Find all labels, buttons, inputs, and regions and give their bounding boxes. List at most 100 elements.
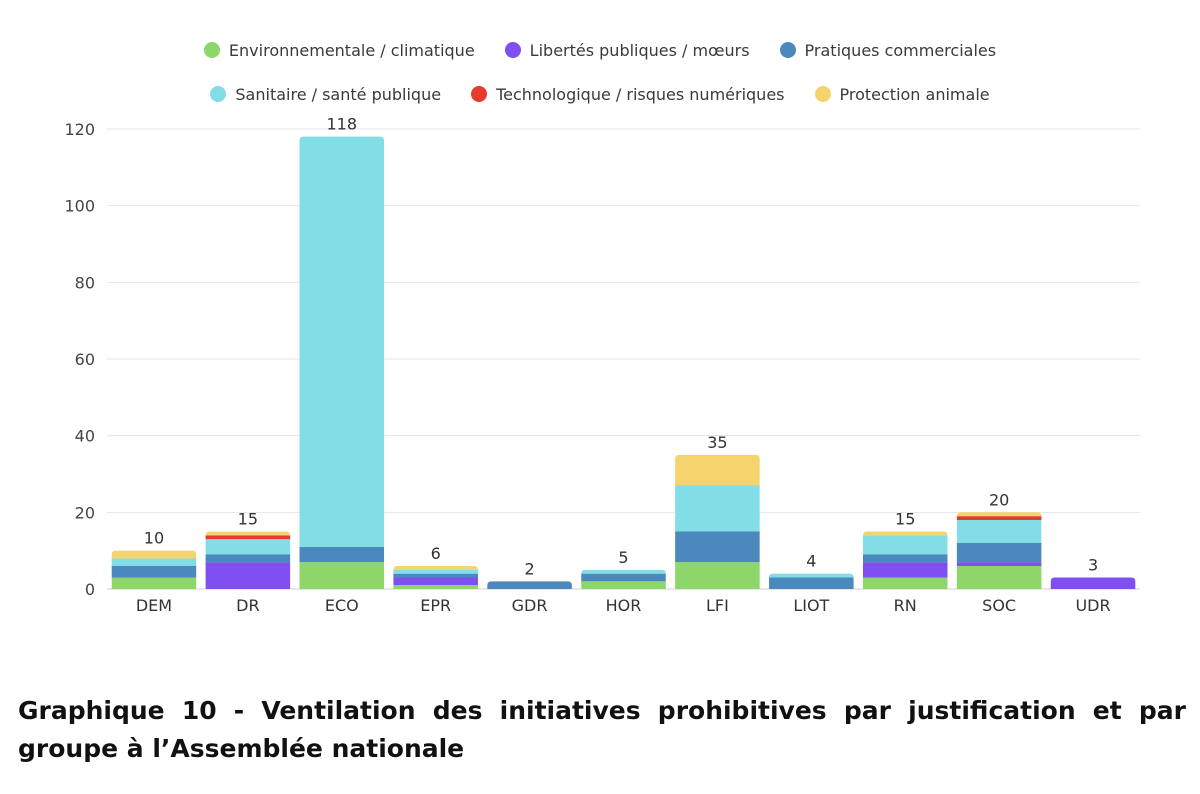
x-tick-label-lfi: LFI xyxy=(706,596,729,615)
y-tick-label-0: 0 xyxy=(85,580,95,599)
figure-caption: Graphique 10 - Ventilation des initiativ… xyxy=(18,696,1186,763)
bar-segment-epr-2 xyxy=(393,573,478,578)
legend-label-libertes: Libertés publiques / mœurs xyxy=(529,40,750,60)
bar-segment-dr-1 xyxy=(205,562,291,589)
y-tick-label-20: 20 xyxy=(75,503,95,522)
bar-segment-liot-3 xyxy=(769,573,854,578)
bar-segment-eco-0 xyxy=(299,562,385,589)
y-tick-label-60: 60 xyxy=(75,350,95,369)
x-tick-label-hor: HOR xyxy=(606,596,642,615)
legend-label-pratiques: Pratiques commerciales xyxy=(804,40,997,60)
bar-segment-dem-2 xyxy=(111,566,197,578)
bar-stack-rn xyxy=(862,531,948,589)
legend-item-environnementale: Environnementale / climatique xyxy=(203,40,475,60)
legend-swatch-technologique xyxy=(471,86,488,102)
bar-segment-hor-3 xyxy=(581,569,666,574)
bar-stack-gdr xyxy=(487,581,572,589)
bar-segment-epr-3 xyxy=(393,569,478,574)
bar-segment-soc-5 xyxy=(956,512,1042,517)
x-axis-tick-labels: DEM DR ECO EPR GDR HOR LFI LIOT RN SOC UDR xyxy=(136,596,1111,615)
legend-item-protection: Protection animale xyxy=(814,84,990,104)
total-label-gdr: 2 xyxy=(524,559,534,578)
x-tick-label-udr: UDR xyxy=(1075,596,1110,615)
total-label-dr: 15 xyxy=(238,510,258,529)
bar-stack-dem xyxy=(111,550,197,589)
x-tick-label-dr: DR xyxy=(236,596,259,615)
bar-stack-eco xyxy=(299,136,385,589)
x-tick-label-gdr: GDR xyxy=(512,596,548,615)
bar-segment-hor-2 xyxy=(581,573,666,582)
legend-label-environnementale: Environnementale / climatique xyxy=(228,40,475,60)
bar-segment-epr-1 xyxy=(393,577,478,586)
legend-label-protection: Protection animale xyxy=(839,84,990,104)
total-label-soc: 20 xyxy=(989,490,1009,509)
legend-label-technologique: Technologique / risques numériques xyxy=(496,84,785,104)
y-tick-label-100: 100 xyxy=(64,197,95,216)
bar-segment-dem-3 xyxy=(111,558,197,566)
legend-item-libertes: Libertés publiques / mœurs xyxy=(504,40,750,60)
bar-segment-dr-4 xyxy=(205,535,291,540)
total-label-lfi: 35 xyxy=(707,433,727,452)
bar-segment-liot-2 xyxy=(769,577,854,589)
bar-segment-lfi-3 xyxy=(675,485,760,532)
legend-item-sanitaire: Sanitaire / santé publique xyxy=(210,85,441,104)
x-tick-label-liot: LIOT xyxy=(793,596,829,615)
bar-segment-rn-0 xyxy=(862,577,948,589)
x-tick-label-soc: SOC xyxy=(982,596,1016,615)
bar-stack-epr xyxy=(393,566,478,589)
bar-stack-dr xyxy=(205,531,291,589)
bar-segment-rn-3 xyxy=(862,535,948,555)
total-label-eco: 118 xyxy=(326,115,357,134)
bar-stack-hor xyxy=(581,569,666,589)
bar-segment-dr-2 xyxy=(205,554,291,563)
chart-legend: Environnementale / climatique Libertés p… xyxy=(0,28,1200,116)
bar-segment-lfi-5 xyxy=(675,454,760,486)
y-axis-tick-labels: 0 20 40 60 80 100 120 xyxy=(64,120,95,599)
bar-stack-udr xyxy=(1050,577,1136,589)
bar-segment-hor-0 xyxy=(581,581,666,589)
x-tick-label-dem: DEM xyxy=(136,596,172,615)
bar-segment-dem-0 xyxy=(111,577,197,589)
bar-segment-lfi-0 xyxy=(675,562,760,589)
bar-segment-rn-5 xyxy=(862,531,948,536)
x-tick-label-rn: RN xyxy=(894,596,917,615)
bar-segment-udr-1 xyxy=(1050,577,1136,589)
bar-segment-soc-4 xyxy=(956,516,1042,520)
bar-segment-dr-3 xyxy=(205,539,291,555)
total-label-epr: 6 xyxy=(431,544,441,563)
bar-segment-lfi-2 xyxy=(675,531,760,563)
stacked-bar-chart: 0 20 40 60 80 100 120 10 15 118 6 2 5 35 4 15 20 3 DEM DR… xyxy=(64,115,1140,615)
legend-row-1: Environnementale / climatique Libertés p… xyxy=(0,28,1200,72)
legend-row-2: Sanitaire / santé publique Technologique… xyxy=(0,72,1200,116)
bar-segment-rn-2 xyxy=(862,554,948,563)
legend-swatch-libertes xyxy=(504,42,521,58)
bar-segment-eco-3 xyxy=(299,136,385,547)
total-label-dem: 10 xyxy=(144,529,164,548)
bar-segment-soc-3 xyxy=(956,520,1042,543)
bar-segment-dr-5 xyxy=(205,531,291,536)
bar-stack-lfi xyxy=(675,454,760,589)
legend-swatch-protection xyxy=(814,86,831,102)
bar-segment-soc-0 xyxy=(956,566,1042,589)
x-tick-label-eco: ECO xyxy=(325,596,359,615)
bar-segment-rn-1 xyxy=(862,562,948,578)
bar-stack-liot xyxy=(769,573,854,589)
y-tick-label-40: 40 xyxy=(75,427,95,446)
total-label-udr: 3 xyxy=(1088,556,1098,575)
legend-item-pratiques: Pratiques commerciales xyxy=(779,40,997,60)
legend-label-sanitaire: Sanitaire / santé publique xyxy=(235,84,442,104)
bar-segment-soc-2 xyxy=(956,543,1042,563)
total-label-hor: 5 xyxy=(618,548,628,567)
legend-swatch-sanitaire xyxy=(210,86,227,102)
y-tick-label-80: 80 xyxy=(75,273,95,292)
bar-segment-soc-1 xyxy=(956,562,1042,566)
total-label-rn: 15 xyxy=(895,510,915,529)
bars xyxy=(111,136,1136,589)
x-tick-label-epr: EPR xyxy=(420,596,451,615)
legend-swatch-environnementale xyxy=(203,42,220,58)
legend-swatch-pratiques xyxy=(779,42,796,58)
bar-segment-epr-0 xyxy=(393,585,478,589)
y-tick-label-120: 120 xyxy=(64,120,95,139)
bar-segment-epr-5 xyxy=(393,566,478,570)
bar-segment-gdr-2 xyxy=(487,581,572,589)
